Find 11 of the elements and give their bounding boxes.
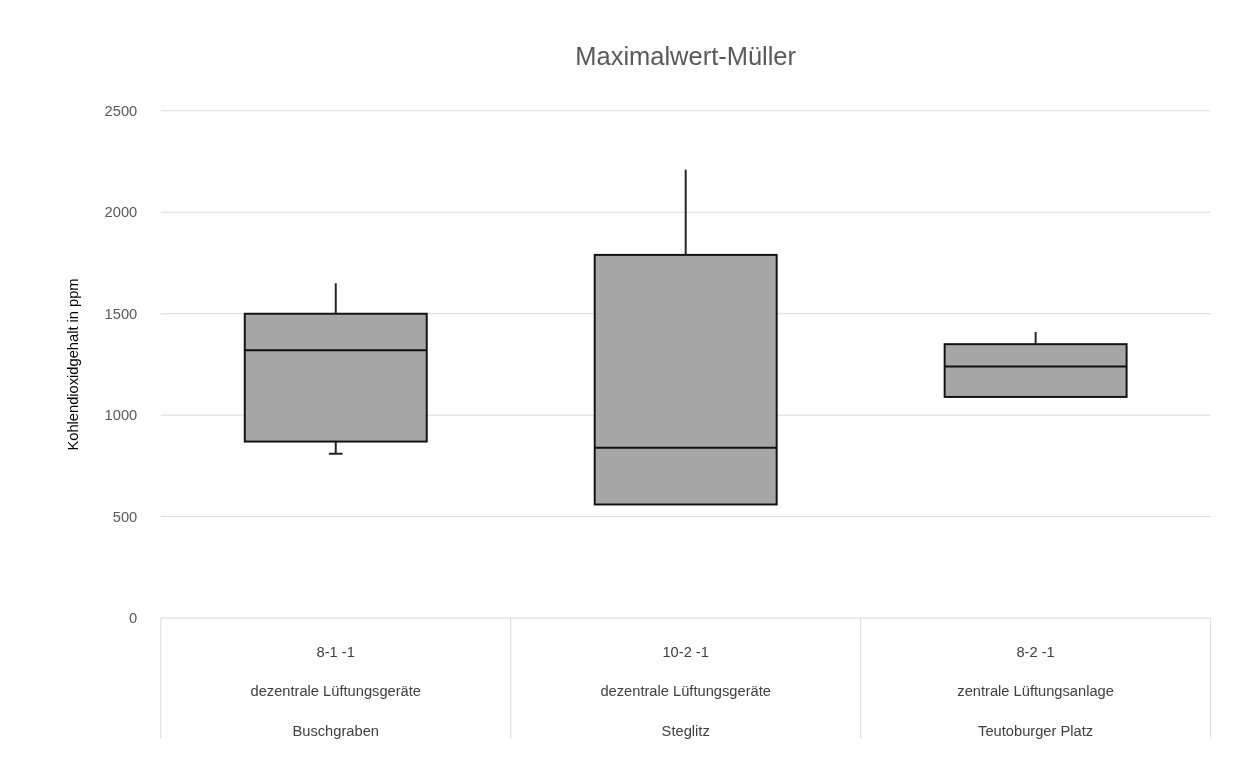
y-tick-label: 2000 — [104, 204, 138, 221]
category-label: 10-2 -1 dezentrale Lüftungsgeräte Steglitz — [600, 644, 771, 739]
y-tick-label: 2500 — [104, 102, 138, 119]
y-tick-label: 1500 — [104, 305, 138, 322]
y-tick-label: 500 — [112, 508, 138, 525]
category-label: 8-1 -1 dezentrale Lüftungsgeräte Buschgraben — [250, 644, 421, 739]
category-label: 8-2 -1 zentrale Lüftungsanlage Teutoburger Platz — [957, 644, 1114, 739]
y-tick-label: 1000 — [104, 407, 138, 424]
y-axis-title: Kohlendioxidgehalt in ppm — [64, 278, 81, 451]
chart-title: Maximalwert-Müller — [575, 41, 797, 70]
y-tick-label: 0 — [129, 610, 138, 627]
